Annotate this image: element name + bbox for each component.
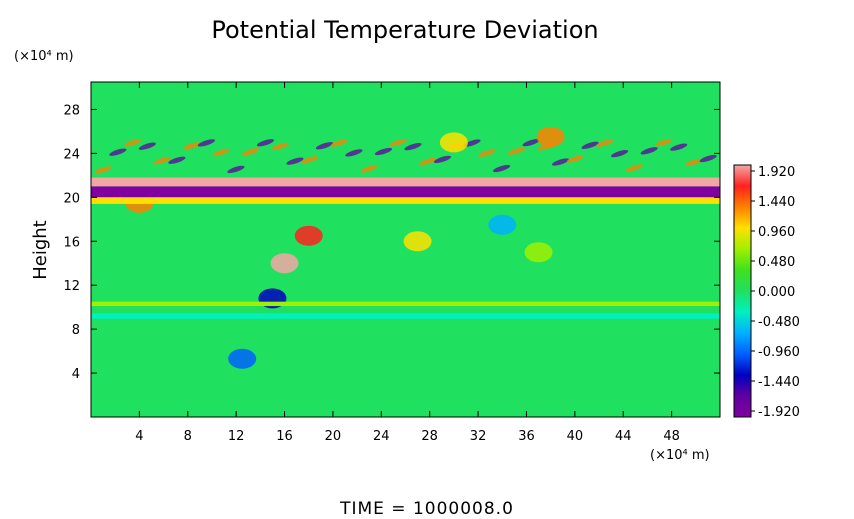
colorbar-label: -1.440 [758,375,800,390]
field-blob [228,348,257,369]
field-streak [566,155,584,163]
field-background [91,82,720,417]
field-streak [492,164,511,173]
field-streak [389,139,407,147]
x-tick-label: 12 [228,429,245,444]
colorbar-label: 0.000 [758,285,795,300]
field-streak [684,158,702,167]
field-streak [345,149,363,157]
field-band [91,177,720,187]
x-tick-label: 4 [135,429,143,444]
field-streak [256,139,275,147]
time-label: TIME = 1000008.0 [339,499,514,519]
colorbar-label: -0.480 [758,315,800,330]
y-tick-label: 20 [63,191,80,206]
field-streak [109,148,127,156]
field-streak [374,147,393,156]
colorbar-labels: 1.920 1.440 0.960 0.480 0.000 -0.480 -0.960 -1.… [751,165,800,420]
field-streak [404,142,422,151]
field-streak [478,149,496,157]
field-band [91,313,720,319]
field-streak [168,156,186,164]
field-streak [463,139,481,147]
colorbar-label: 0.480 [758,255,795,270]
field-streak [596,139,614,147]
x-axis-ticks: 4 8 12 16 20 24 28 32 36 40 44 48 [135,82,680,444]
field-band [91,301,720,307]
y-axis-title: Height [30,220,51,280]
x-tick-label: 28 [421,429,438,444]
field-band [91,197,720,204]
x-tick-label: 44 [615,429,632,444]
field-streak [611,149,629,158]
x-axis-unit: (×10⁴ m) [650,448,710,463]
y-axis-unit: (×10⁴ m) [14,49,74,64]
field-streak [625,164,643,172]
heatmap-field [91,82,720,417]
field-blob [488,214,517,235]
y-tick-label: 24 [63,147,80,162]
field-streak [640,147,658,155]
field-streak [301,156,319,164]
field-blob [536,126,565,147]
field-streak [670,143,688,151]
field-streak [507,147,525,155]
field-streak [522,138,540,147]
x-tick-label: 32 [470,429,487,444]
colorbar-label: 1.440 [758,195,795,210]
field-blob [294,225,323,246]
field-streak [315,142,334,150]
x-tick-label: 48 [663,429,680,444]
field-streak [153,157,171,165]
colorbar-label: 1.920 [758,165,795,180]
field-streak [699,154,717,163]
x-tick-label: 40 [567,429,584,444]
field-streak [124,139,142,147]
x-tick-label: 24 [373,429,390,444]
y-tick-label: 16 [63,235,80,250]
x-tick-label: 20 [325,429,342,444]
field-streak [138,142,156,150]
chart-title: Potential Temperature Deviation [211,16,598,44]
field-streak [360,165,378,173]
field-streak [433,155,452,164]
x-tick-label: 8 [184,429,192,444]
field-streak [271,142,289,151]
field-blob [524,242,553,263]
plot-frame [90,81,721,418]
y-tick-label: 28 [63,103,80,118]
colorbar-label: -0.960 [758,345,800,360]
colorbar [733,164,752,418]
y-tick-label: 8 [72,323,80,338]
field-streak [94,166,112,174]
x-tick-label: 36 [518,429,535,444]
field-blob [403,231,432,252]
field-streak [551,158,570,166]
field-streak [286,157,304,165]
y-tick-label: 12 [63,279,80,294]
field-streak [197,139,215,147]
y-axis-ticks: 4 8 12 16 20 24 28 [63,103,720,382]
field-streak [419,157,437,166]
field-streak [183,142,201,150]
field-band [91,186,720,198]
field-blob [270,253,299,274]
field-streak [581,141,599,149]
y-tick-label: 4 [72,367,80,382]
field-blob [439,132,468,153]
field-streak [227,165,245,174]
x-tick-label: 16 [276,429,293,444]
field-streak [655,138,673,147]
field-streak [330,139,348,147]
colorbar-label: -1.920 [758,405,800,420]
field-streak [242,148,260,156]
colorbar-label: 0.960 [758,225,795,240]
field-streak [212,148,230,157]
